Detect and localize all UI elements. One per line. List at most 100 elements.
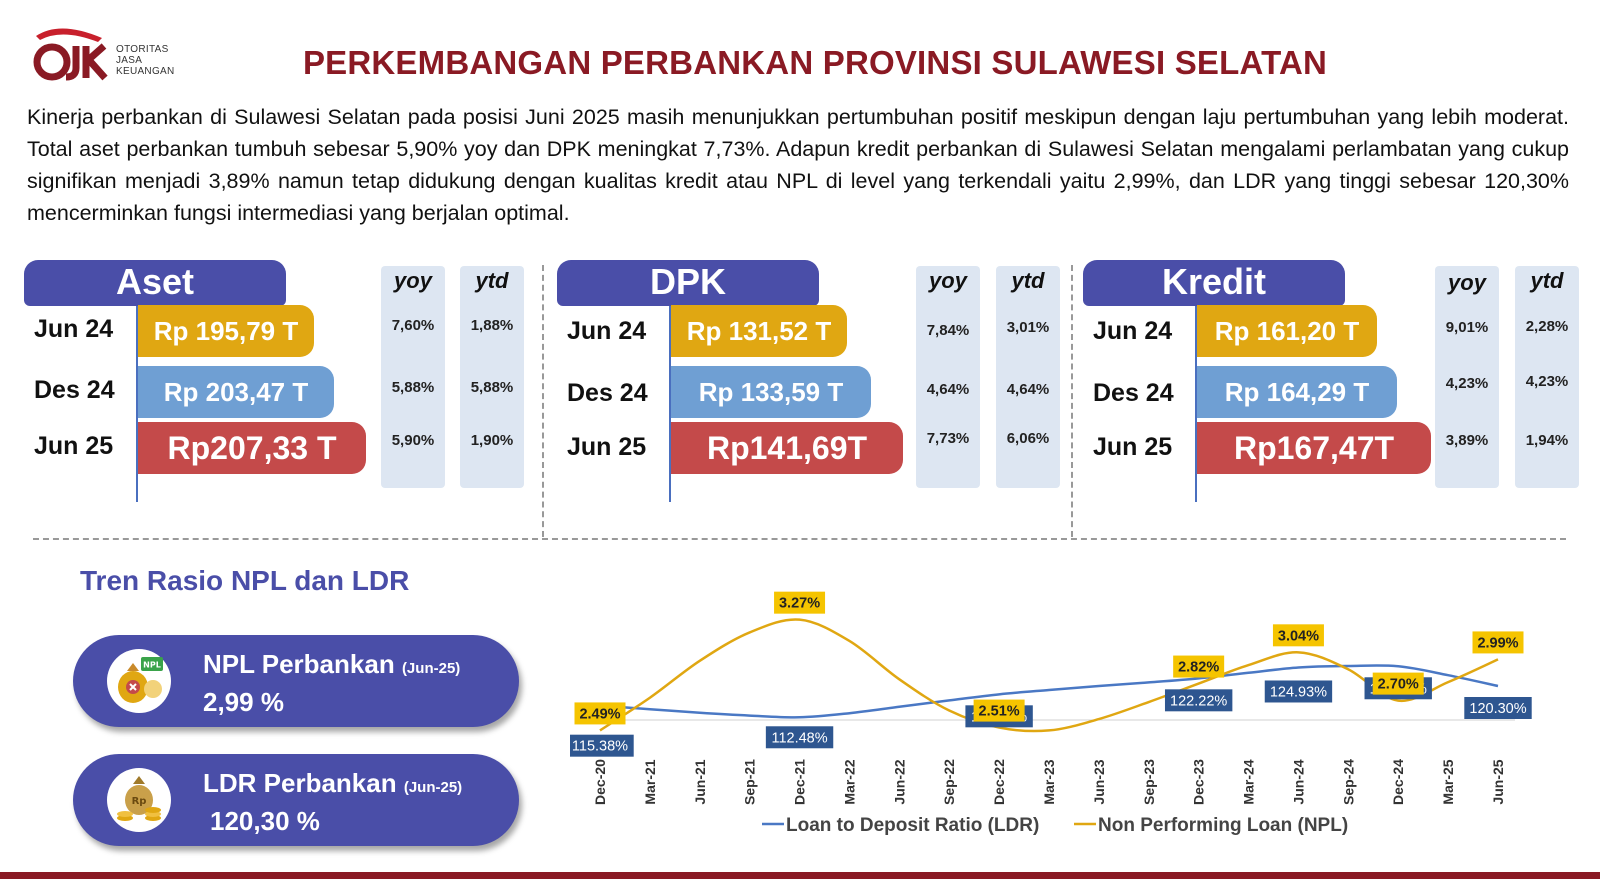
- npl-data-label: 3.04%: [1278, 628, 1319, 644]
- yoy-value: 7,73%: [926, 430, 970, 447]
- npl-data-label: 2.99%: [1477, 635, 1518, 651]
- ytd-header: ytd: [1011, 268, 1045, 293]
- money-bag-icon: Rp: [107, 768, 171, 832]
- yoy-value: 3,89%: [1445, 432, 1489, 449]
- npl-data-label-box: [1272, 624, 1324, 647]
- npl-data-label: 3.27%: [779, 596, 820, 612]
- section-divider: [33, 538, 1566, 540]
- x-tick-label: Mar-21: [642, 759, 658, 804]
- period-label: Jun 24: [34, 315, 114, 343]
- ldr-data-label: 124.93%: [1270, 684, 1327, 700]
- ldr-data-label: 112.48%: [771, 730, 827, 746]
- period-label: Jun 25: [1093, 433, 1173, 461]
- x-tick-label: Jun-21: [692, 759, 708, 804]
- x-tick-label: Dec-23: [1191, 759, 1207, 805]
- x-tick-label: Sep-23: [1141, 759, 1157, 805]
- x-tick-label: Dec-21: [792, 759, 808, 805]
- bar-axis: [669, 306, 671, 502]
- panel-title: DPK: [557, 260, 819, 306]
- ytd-column: [460, 266, 524, 488]
- ldr-data-label-box: [570, 734, 634, 757]
- bar-jun24: Rp 195,79 T: [138, 305, 314, 357]
- npl-card: NPL NPL Perbankan (Jun-25) 2,99 %: [73, 635, 519, 727]
- yoy-header: yoy: [929, 268, 967, 293]
- logo-text: OTORITAS JASA KEUANGAN: [116, 44, 175, 77]
- ldr-icon-text: Rp: [132, 796, 147, 807]
- ldr-data-label-box: [1264, 680, 1333, 703]
- yoy-column: [916, 266, 980, 488]
- bar-jun24: Rp 131,52 T: [671, 305, 847, 357]
- period-label: Jun 24: [1093, 317, 1173, 345]
- ldr-card-value: 120,30 %: [210, 806, 320, 836]
- page-title: PERKEMBANGAN PERBANKAN PROVINSI SULAWESI…: [302, 44, 1328, 81]
- ytd-value: 1,94%: [1525, 432, 1569, 449]
- yoy-value: 7,60%: [391, 317, 435, 334]
- x-tick-label: Sep-24: [1340, 759, 1356, 805]
- period-label: Jun 24: [567, 317, 647, 345]
- yoy-value: 9,01%: [1445, 319, 1489, 336]
- panel-aset: Aset Jun 24 Rp 195,79 T Des 24 Rp 203,47…: [24, 260, 544, 510]
- panel-kredit: Kredit Jun 24 Rp 161,20 T Des 24 Rp 164,…: [1083, 260, 1600, 510]
- npl-data-label: 2.51%: [979, 704, 1020, 720]
- ldr-data-label: 122.22%: [1170, 693, 1227, 709]
- x-tick-label: Sep-21: [742, 759, 758, 805]
- panel-divider: [1071, 265, 1073, 537]
- yoy-column: [381, 266, 445, 488]
- yoy-value: 4,64%: [926, 381, 970, 398]
- x-tick-label: Sep-22: [941, 759, 957, 805]
- bar-axis: [136, 306, 138, 502]
- npl-data-label-box: [774, 591, 826, 614]
- ytd-value: 4,64%: [1006, 381, 1050, 398]
- ytd-value: 6,06%: [1006, 430, 1050, 447]
- x-tick-label: Dec-20: [592, 759, 608, 805]
- ytd-header: ytd: [1530, 268, 1564, 293]
- npl-data-label-box: [574, 702, 626, 725]
- npl-data-label-box: [1173, 655, 1225, 678]
- legend-ldr-label: Loan to Deposit Ratio (LDR): [786, 815, 1039, 836]
- npl-card-label: NPL Perbankan (Jun-25): [203, 649, 461, 679]
- x-tick-label: Mar-23: [1041, 759, 1057, 804]
- ldr-data-label: 120.30%: [1469, 701, 1526, 717]
- period-label: Jun 25: [567, 433, 647, 461]
- x-tick-label: Dec-24: [1390, 759, 1406, 805]
- ldr-data-label-box: [1464, 697, 1532, 719]
- npl-data-label-box: [1472, 631, 1524, 654]
- period-label: Jun 25: [34, 432, 114, 460]
- ldr-data-label-box: [765, 726, 834, 749]
- x-tick-label: Jun-24: [1290, 759, 1306, 804]
- trend-title: Tren Rasio NPL dan LDR: [80, 565, 410, 596]
- ytd-column: [1515, 266, 1579, 488]
- ldr-series-line: [599, 664, 1499, 719]
- npl-card-value: 2,99 %: [203, 687, 284, 717]
- yoy-value: 5,90%: [391, 432, 435, 449]
- ytd-value: 3,01%: [1006, 319, 1050, 336]
- ojk-logo: [33, 28, 108, 81]
- npl-data-label-box: [973, 699, 1025, 722]
- x-tick-label: Jun-22: [891, 759, 907, 804]
- ytd-column: [996, 266, 1060, 488]
- npl-ldr-line-chart: 115.38%112.48%118.22%122.22%124.93%125.2…: [570, 591, 1532, 836]
- npl-data-label: 2.49%: [579, 706, 620, 722]
- yoy-value: 5,88%: [391, 379, 435, 396]
- yoy-header: yoy: [1448, 270, 1486, 295]
- ldr-data-label: 115.38%: [572, 739, 628, 755]
- x-tick-label: Jun-25: [1490, 759, 1506, 804]
- panel-title: Kredit: [1083, 260, 1345, 306]
- bar-jun24: Rp 161,20 T: [1197, 305, 1377, 357]
- x-tick-label: Mar-25: [1440, 759, 1456, 804]
- npl-data-label: 2.82%: [1178, 660, 1219, 676]
- bar-jun25: Rp141,69T: [671, 422, 903, 474]
- npl-data-label: 2.70%: [1378, 677, 1419, 693]
- panel-dpk: DPK Jun 24 Rp 131,52 T Des 24 Rp 133,59 …: [557, 260, 1077, 510]
- footer-bar: [0, 872, 1600, 879]
- bar-jun25: Rp207,33 T: [138, 422, 366, 474]
- x-tick-label: Mar-24: [1241, 759, 1257, 804]
- ytd-value: 1,88%: [470, 317, 514, 334]
- period-label: Des 24: [34, 376, 115, 404]
- x-tick-label: Mar-22: [841, 759, 857, 804]
- ytd-header: ytd: [475, 268, 509, 293]
- bar-des24: Rp 203,47 T: [138, 366, 334, 418]
- npl-icon: NPL: [107, 649, 171, 713]
- period-label: Des 24: [567, 379, 648, 407]
- bar-axis: [1195, 306, 1197, 502]
